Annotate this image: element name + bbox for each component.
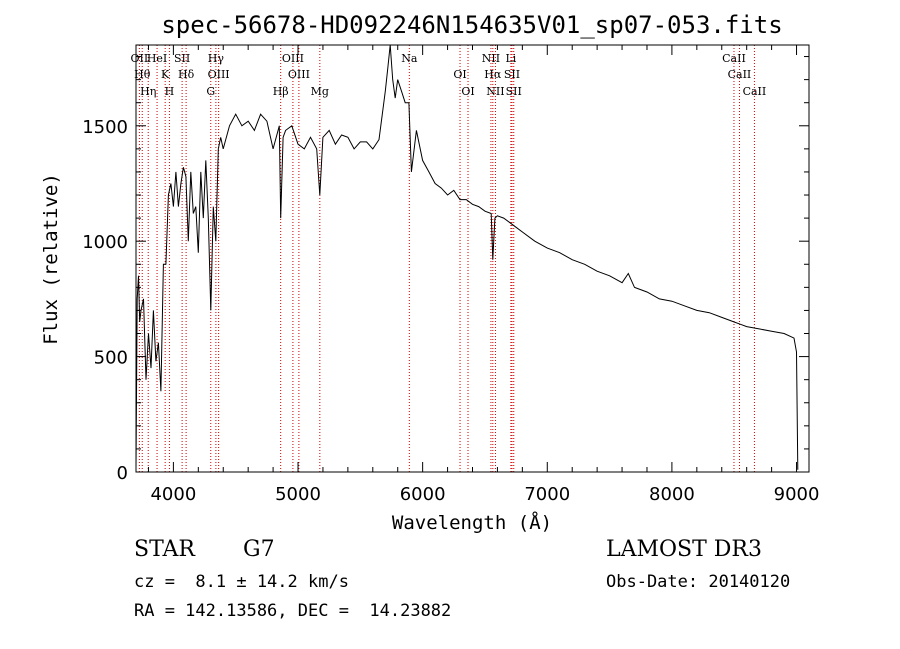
line-marker-label: SII <box>174 52 190 65</box>
line-marker-label: OIII <box>288 68 310 81</box>
line-marker-label: HeI <box>147 52 167 65</box>
line-marker-label: OIII <box>282 52 304 65</box>
line-marker-label: Hη <box>140 85 156 98</box>
x-tick-label: 6000 <box>400 484 446 505</box>
x-tick-label: 8000 <box>649 484 695 505</box>
line-marker-label: Hβ <box>273 85 289 98</box>
y-tick-label: 500 <box>94 348 128 369</box>
line-marker-label: K <box>161 68 170 81</box>
object-class: STAR <box>134 537 195 562</box>
line-marker-label: Hθ <box>134 68 151 81</box>
x-axis: 4000 5000 6000 7000 8000 9000 <box>147 45 820 505</box>
x-tick-label: 4000 <box>150 484 196 505</box>
redshift-readout: cz = 8.1 ± 14.2 km/s <box>134 572 349 592</box>
line-marker-label: NII <box>482 52 500 65</box>
line-marker-label: Mg <box>311 85 329 98</box>
line-marker-label: OI <box>453 68 466 81</box>
survey-name: LAMOST DR3 <box>606 537 762 562</box>
line-marker-label: Hγ <box>208 52 225 65</box>
line-marker-label: H <box>165 85 175 98</box>
line-marker-label: OII <box>131 52 149 65</box>
line-marker-label: SII <box>506 85 522 98</box>
x-tick-label: 5000 <box>275 484 321 505</box>
y-axis: 0 500 1000 1500 <box>82 56 809 484</box>
plot-frame <box>135 44 810 473</box>
line-marker-label: NII <box>486 85 504 98</box>
line-marker-label: CaII <box>722 52 746 65</box>
line-marker-label: CaII <box>743 85 767 98</box>
line-marker-label: CaII <box>728 68 752 81</box>
y-tick-label: 1000 <box>82 232 128 253</box>
line-marker-label: G <box>206 85 215 98</box>
observation-date: Obs-Date: 20140120 <box>606 572 791 592</box>
y-tick-label: 0 <box>117 463 128 484</box>
coordinates-readout: RA = 142.13586, DEC = 14.23882 <box>134 601 452 621</box>
line-marker-label: SII <box>504 68 520 81</box>
line-marker-label: OI <box>461 85 474 98</box>
object-subclass: G7 <box>243 537 275 562</box>
line-marker-label: Hδ <box>178 68 195 81</box>
line-marker-labels: OIIHθHηHeIKHSIIHδGHγOIIIHβOIIIOIIIMgNaOI… <box>131 52 767 98</box>
chart-title: spec-56678-HD092246N154635V01_sp07-053.f… <box>161 11 782 39</box>
x-tick-label: 7000 <box>524 484 570 505</box>
line-marker-label: Hα <box>484 68 502 81</box>
line-marker-label: Li <box>505 52 516 65</box>
line-markers <box>138 45 755 472</box>
line-marker-label: OIII <box>208 68 230 81</box>
spectrum-line <box>135 44 799 470</box>
y-axis-label: Flux (relative) <box>40 173 62 345</box>
line-marker-label: Na <box>401 52 418 65</box>
y-tick-label: 1500 <box>82 117 128 138</box>
x-axis-label: Wavelength (Å) <box>392 511 552 534</box>
x-tick-label: 9000 <box>774 484 820 505</box>
